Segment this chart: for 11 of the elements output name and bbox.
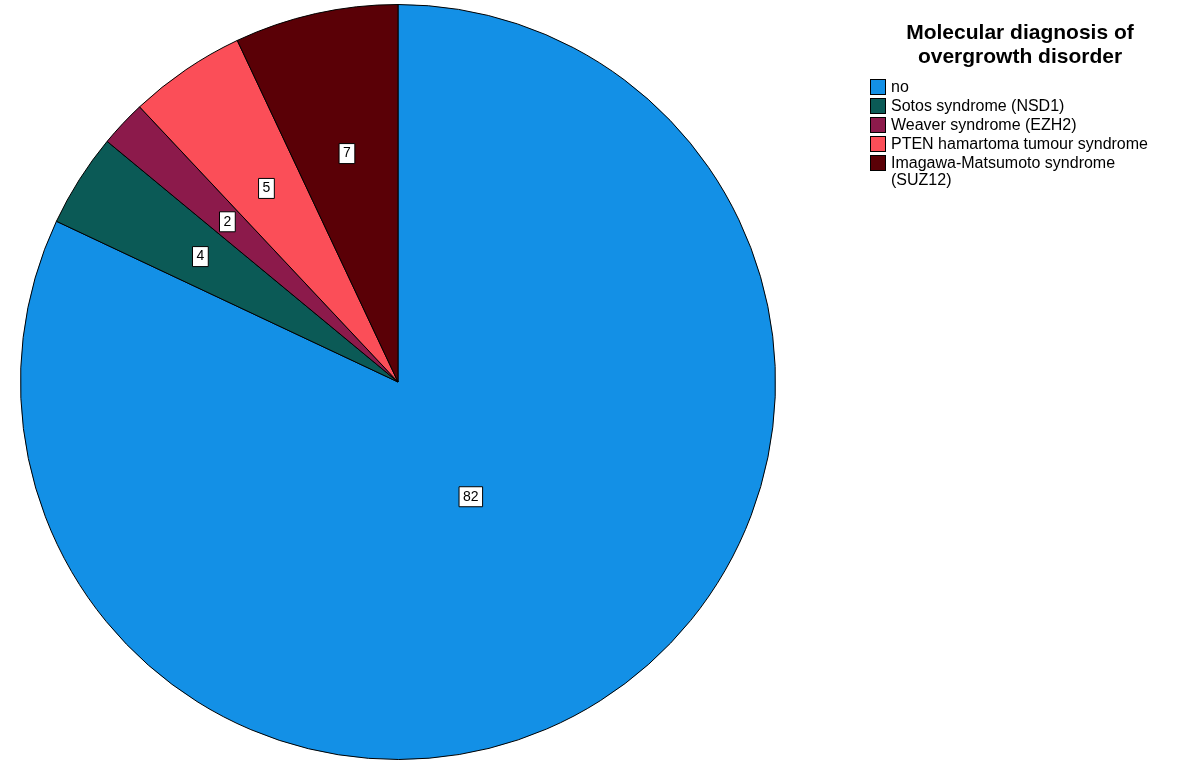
legend-label: Sotos syndrome (NSD1) <box>891 97 1065 114</box>
data-label: 82 <box>463 487 479 504</box>
legend-label: no <box>891 78 909 95</box>
data-label: 7 <box>343 144 352 161</box>
legend-title: Molecular diagnosis of overgrowth disorder <box>905 20 1135 68</box>
legend-label: Weaver syndrome (EZH2) <box>891 116 1077 133</box>
data-label: 4 <box>196 247 205 264</box>
legend-label: Imagawa-Matsumoto syndrome (SUZ12) <box>891 154 1117 188</box>
data-label: 2 <box>223 212 232 229</box>
data-label: 5 <box>262 179 271 196</box>
legend-label: PTEN hamartoma tumour syndrome <box>891 135 1148 152</box>
